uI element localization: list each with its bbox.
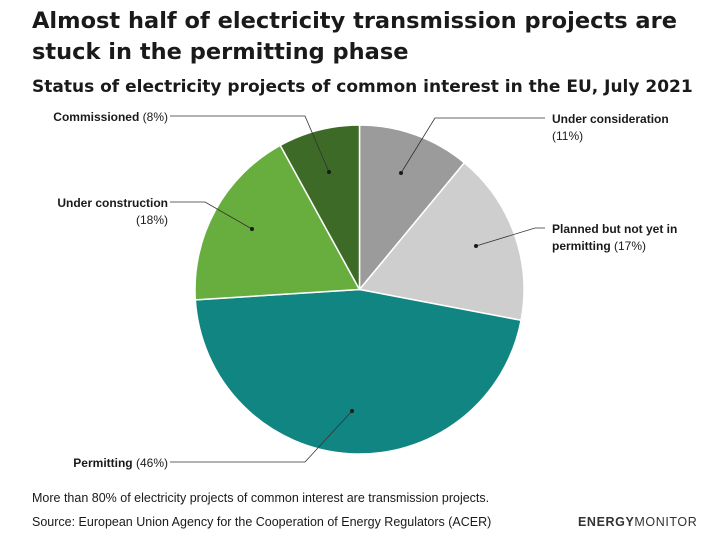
slice-value-label: (46%) [136, 456, 168, 470]
leader-line [400, 117, 545, 174]
leader-dot [250, 227, 254, 231]
slice-value-label: (11%) [552, 129, 583, 143]
leader-dot [327, 170, 331, 174]
pie-slice-under-consideration [358, 124, 466, 292]
leader-lines [170, 115, 545, 463]
pie-slice-permitting [194, 288, 522, 455]
slice-label-text: Under construction [57, 196, 168, 210]
pie-slice-planned-but-not-yet-in-permitting [358, 161, 525, 322]
slice-label-under-construction: Under construction (18%) [57, 196, 168, 227]
svg-text:Permitting (46%): Permitting (46%) [73, 456, 168, 470]
slice-label-commissioned: Commissioned (8%) [53, 110, 168, 124]
slice-value-label: (17%) [614, 239, 646, 253]
svg-text:Commissioned (8%): Commissioned (8%) [53, 110, 168, 124]
chart-title: Almost half of electricity transmission … [32, 8, 677, 65]
slice-label-permitting: Permitting (46%) [73, 456, 168, 470]
source-note: Source: European Union Agency for the Co… [32, 515, 492, 529]
slice-value-label: (18%) [136, 213, 168, 227]
slice-label-line2: permitting (17%) [552, 239, 646, 253]
leader-line [170, 115, 330, 173]
leader-line [475, 227, 545, 247]
leader-dot [474, 244, 478, 248]
leader-line [170, 410, 353, 463]
slice-label-text: Commissioned [53, 110, 139, 124]
slice-label-text: Planned but not yet in [552, 222, 677, 236]
slice-label-text: Under consideration [552, 112, 669, 126]
leader-line [170, 201, 253, 230]
energy-monitor-logo: ENERGYMONITOR [578, 515, 698, 529]
chart-subtitle: Status of electricity projects of common… [32, 77, 693, 97]
slice-value-label: (8%) [143, 110, 168, 124]
pie-slice-under-construction [194, 144, 361, 301]
slice-label-under-consideration: Under consideration (11%) [552, 112, 669, 143]
slice-label-text: Permitting [73, 456, 132, 470]
leader-dot [350, 409, 354, 413]
footnote: More than 80% of electricity projects of… [32, 491, 490, 505]
slice-label-planned: Planned but not yet in permitting (17%) [552, 222, 677, 253]
pie-slice-commissioned [279, 124, 361, 290]
pie-slices [194, 124, 525, 455]
leader-dot [399, 171, 403, 175]
